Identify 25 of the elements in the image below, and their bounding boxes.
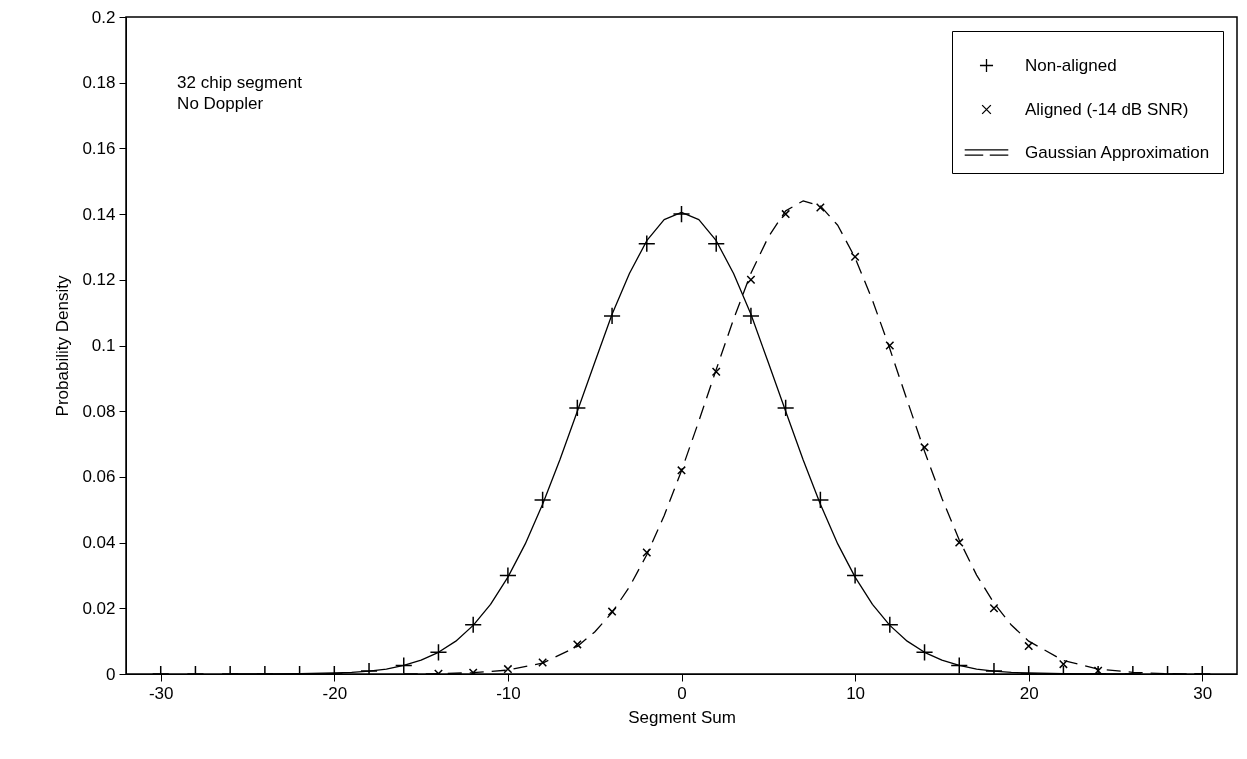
y-axis-title: Probability Density (53, 275, 73, 417)
x-tick-label: 20 (1019, 683, 1039, 703)
y-tick-label: 0.16 (82, 138, 116, 158)
x-tick-label: -20 (322, 683, 348, 703)
y-tick-label: 0 (106, 664, 116, 684)
annotation: 32 chip segment (177, 72, 303, 92)
legend-label: Aligned (-14 dB SNR) (1025, 99, 1189, 119)
y-tick-label: 0.1 (91, 336, 116, 355)
legend-label: Gaussian Approximation (1025, 142, 1210, 162)
y-tick-label: 0.04 (82, 533, 116, 553)
y-tick-label: 0.02 (82, 598, 116, 618)
x-tick-label: 10 (846, 683, 866, 703)
x-tick-label: -30 (148, 683, 174, 703)
y-tick-label: 0.14 (82, 204, 116, 224)
x-axis-title: Segment Sum (628, 707, 736, 727)
x-tick-label: -10 (496, 683, 521, 703)
annotation: No Doppler (177, 93, 264, 113)
y-tick-label: 0.08 (82, 401, 116, 421)
x-tick-label: 0 (677, 683, 687, 703)
legend-label: Non-aligned (1025, 55, 1117, 75)
y-tick-label: 0.2 (91, 7, 116, 27)
y-tick-label: 0.18 (82, 73, 116, 93)
x-tick-label: 30 (1193, 683, 1213, 703)
y-tick-label: 0.12 (82, 270, 116, 290)
y-tick-label: 0.06 (82, 467, 116, 487)
